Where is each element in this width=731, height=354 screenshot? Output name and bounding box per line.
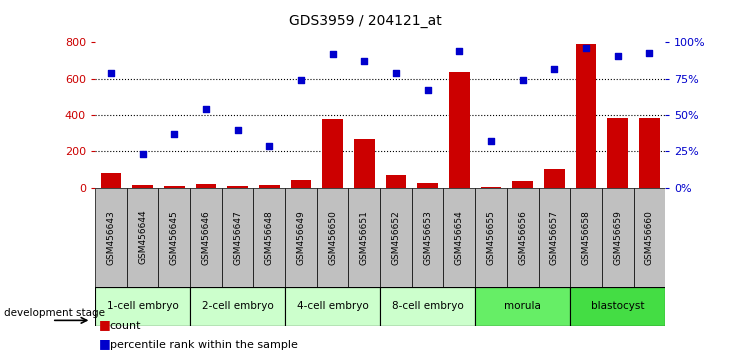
Text: GDS3959 / 204121_at: GDS3959 / 204121_at (289, 14, 442, 28)
Text: ■: ■ (99, 337, 110, 350)
Bar (544, 169, 564, 188)
Bar (380, 287, 475, 326)
Bar (607, 118, 628, 188)
Point (137, 152, 148, 157)
Bar (570, 287, 665, 326)
Text: GSM456653: GSM456653 (423, 210, 432, 265)
Bar (576, 44, 596, 188)
Text: GSM456649: GSM456649 (297, 210, 306, 264)
Bar (570, 188, 602, 287)
Text: GSM456658: GSM456658 (582, 210, 591, 265)
Text: GSM456655: GSM456655 (487, 210, 496, 265)
Bar (539, 188, 570, 287)
Text: GSM456650: GSM456650 (328, 210, 337, 265)
Point (485, 138, 497, 144)
Bar (132, 185, 153, 188)
Bar (634, 188, 665, 287)
Bar (354, 139, 374, 188)
Bar (449, 72, 469, 188)
Bar (475, 188, 507, 287)
Text: count: count (110, 321, 141, 331)
Text: development stage: development stage (4, 308, 105, 318)
Bar (285, 287, 380, 326)
Text: 4-cell embryo: 4-cell embryo (297, 301, 368, 311)
Text: GSM456647: GSM456647 (233, 210, 242, 264)
Text: GSM456660: GSM456660 (645, 210, 654, 265)
Bar (322, 119, 343, 188)
Point (612, 53, 624, 58)
Bar (285, 188, 317, 287)
Point (580, 45, 592, 51)
Bar (412, 188, 444, 287)
Bar (190, 188, 221, 287)
Text: 1-cell embryo: 1-cell embryo (107, 301, 178, 311)
Point (263, 143, 275, 148)
Bar (349, 188, 380, 287)
Text: GSM456645: GSM456645 (170, 210, 178, 264)
Bar (164, 186, 184, 188)
Text: GSM456646: GSM456646 (202, 210, 211, 264)
Point (232, 127, 243, 132)
Text: GSM456648: GSM456648 (265, 210, 273, 264)
Point (168, 131, 180, 137)
Bar (101, 173, 121, 188)
Text: GSM456651: GSM456651 (360, 210, 368, 265)
Bar (259, 185, 279, 188)
Point (548, 66, 560, 72)
Bar (196, 184, 216, 188)
Text: blastocyst: blastocyst (591, 301, 645, 311)
Text: morula: morula (504, 301, 541, 311)
Bar (221, 188, 254, 287)
Bar (190, 287, 285, 326)
Bar (159, 188, 190, 287)
Text: percentile rank within the sample: percentile rank within the sample (110, 341, 298, 350)
Bar (602, 188, 634, 287)
Text: GSM456659: GSM456659 (613, 210, 622, 265)
Point (422, 87, 433, 93)
Text: GSM456652: GSM456652 (392, 210, 401, 264)
Bar (444, 188, 475, 287)
Text: 2-cell embryo: 2-cell embryo (202, 301, 273, 311)
Bar (227, 186, 248, 188)
Point (517, 78, 529, 83)
Bar (417, 183, 438, 188)
Text: ■: ■ (99, 318, 110, 331)
Text: GSM456654: GSM456654 (455, 210, 463, 264)
Point (295, 78, 307, 83)
Point (643, 50, 655, 56)
Bar (317, 188, 349, 287)
Bar (254, 188, 285, 287)
Point (453, 48, 465, 54)
Bar (126, 188, 159, 287)
Text: GSM456643: GSM456643 (107, 210, 115, 264)
Bar (475, 287, 570, 326)
Point (358, 58, 370, 64)
Bar (639, 118, 659, 188)
Text: GSM456656: GSM456656 (518, 210, 527, 265)
Bar (386, 175, 406, 188)
Point (390, 70, 402, 76)
Text: 8-cell embryo: 8-cell embryo (392, 301, 463, 311)
Point (105, 70, 117, 76)
Bar (95, 188, 126, 287)
Point (327, 51, 338, 57)
Bar (481, 187, 501, 188)
Bar (95, 287, 190, 326)
Text: GSM456657: GSM456657 (550, 210, 558, 265)
Text: GSM456644: GSM456644 (138, 210, 147, 264)
Bar (291, 181, 311, 188)
Bar (512, 181, 533, 188)
Bar (380, 188, 412, 287)
Bar (507, 188, 539, 287)
Point (200, 107, 212, 112)
